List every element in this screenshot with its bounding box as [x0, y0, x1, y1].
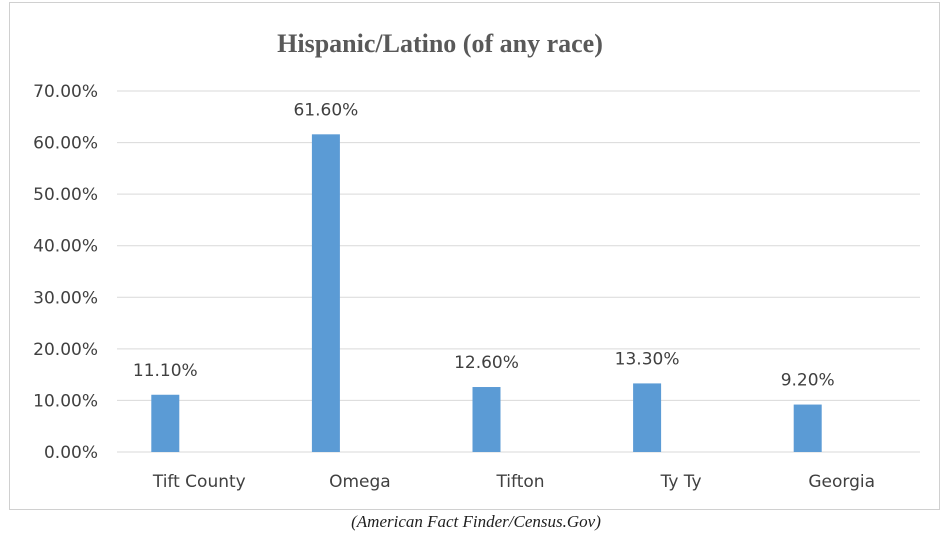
data-label: 61.60% — [293, 100, 358, 120]
x-tick-label: Tifton — [495, 472, 544, 492]
bar — [311, 134, 340, 452]
y-tick-label: 10.00% — [33, 391, 98, 411]
chart-title: Hispanic/Latino (of any race) — [277, 29, 603, 58]
data-labels: 11.10% 61.60% 12.60% 13.30% 9.20% — [133, 100, 835, 390]
y-tick-label: 0.00% — [44, 443, 98, 463]
data-label: 9.20% — [781, 371, 835, 391]
bars — [151, 134, 822, 452]
data-label: 12.60% — [454, 353, 519, 373]
y-tick-label: 30.00% — [33, 288, 98, 308]
x-axis-tick-labels: Tift County Omega Tifton Ty Ty Georgia — [152, 472, 875, 492]
data-label: 13.30% — [615, 349, 680, 369]
x-tick-label: Tift County — [152, 472, 246, 492]
bar — [472, 387, 501, 452]
data-label: 11.10% — [133, 361, 198, 381]
y-tick-label: 60.00% — [33, 134, 98, 154]
x-tick-label: Ty Ty — [660, 472, 702, 492]
bar-chart: Hispanic/Latino (of any race) 0.00% 10.00… — [33, 29, 920, 492]
y-tick-label: 40.00% — [33, 237, 98, 257]
y-tick-label: 50.00% — [33, 185, 98, 205]
y-tick-label: 20.00% — [33, 340, 98, 360]
y-axis-tick-labels: 0.00% 10.00% 20.00% 30.00% 40.00% 50.00% 60.00… — [33, 82, 98, 463]
x-tick-label: Georgia — [808, 472, 875, 492]
bar — [151, 394, 180, 452]
y-tick-label: 70.00% — [33, 82, 98, 102]
bar — [793, 404, 822, 452]
bar — [633, 383, 662, 452]
x-tick-label: Omega — [329, 472, 391, 492]
gridlines — [117, 90, 920, 453]
source-caption: (American Fact Finder/Census.Gov) — [351, 512, 601, 531]
